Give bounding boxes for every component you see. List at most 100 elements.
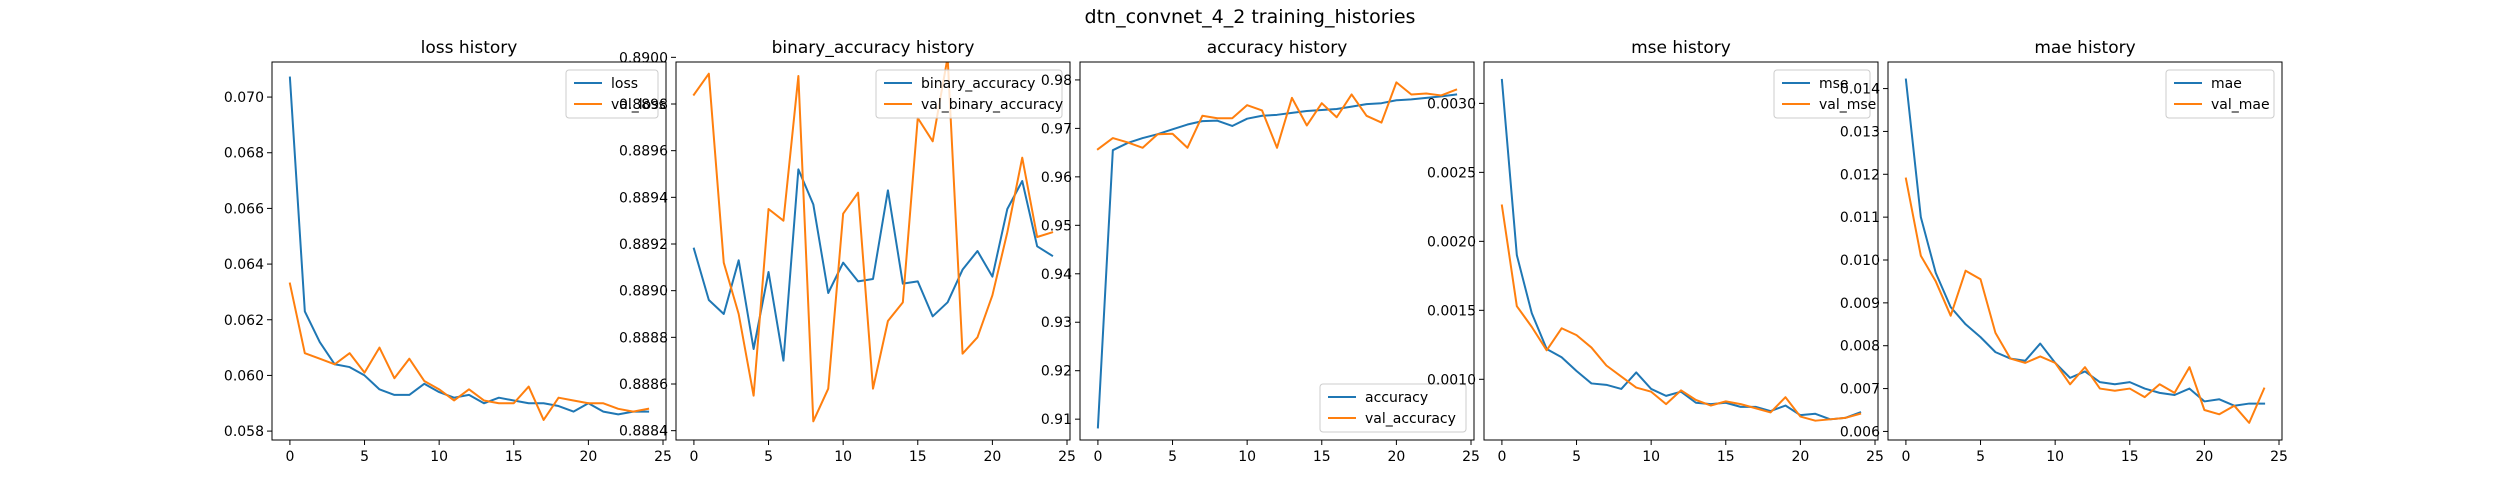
subplot-5: mae history 0 5 10 15 20 25 0.006 0.007 0.008 0.00…: [1840, 38, 2288, 465]
axes-frame: [1483, 61, 1879, 441]
legend-label-accuracy: accuracy: [1365, 390, 1428, 406]
subplot-4: mse history 0 5 10 15 20 25 0.0010 0.0015 0.0020 0…: [1427, 38, 1884, 465]
y-tick-label: 0.0025: [1427, 165, 1476, 181]
subplot-title: mse history: [1631, 38, 1731, 58]
legend: loss val_loss: [565, 69, 666, 119]
y-tick-label: 0.97: [1041, 121, 1072, 137]
y-tick-label: 0.060: [224, 368, 264, 384]
x-tick-label: 10: [2046, 449, 2064, 465]
subplot-title: loss history: [421, 38, 518, 58]
legend-label-val_binary_accuracy: val_binary_accuracy: [921, 97, 1063, 113]
y-tick-label: 0.066: [224, 201, 264, 217]
subplot-title: accuracy history: [1207, 38, 1348, 58]
y-tick-label: 0.8900: [619, 50, 668, 66]
axes-frame: [1887, 61, 2283, 441]
legend-box: [1319, 383, 1467, 433]
x-tick-label: 25: [1058, 449, 1076, 465]
y-tick-label: 0.93: [1041, 315, 1072, 331]
legend: accuracy val_accuracy: [1319, 383, 1467, 433]
x-tick-label: 15: [2121, 449, 2139, 465]
y-tick-label: 0.96: [1041, 170, 1072, 186]
x-tick-label: 25: [1866, 449, 1884, 465]
y-tick-label: 0.070: [224, 90, 264, 106]
series-line-val_loss: [288, 282, 650, 421]
subplot-title: binary_accuracy history: [772, 38, 975, 58]
legend: binary_accuracy val_binary_accuracy: [875, 69, 1063, 119]
plot-lines: [1096, 81, 1458, 429]
series-line-val_mae: [1904, 177, 2266, 424]
y-tick-label: 0.8886: [619, 377, 668, 393]
plot-lines: [692, 62, 1054, 423]
x-tick-label: 10: [1642, 449, 1660, 465]
x-tick-label: 20: [1387, 449, 1405, 465]
legend-box: [875, 69, 1063, 119]
x-tick-label: 5: [1168, 449, 1177, 465]
legend-label-mse: mse: [1819, 76, 1849, 92]
y-tick-label: 0.8898: [619, 97, 668, 113]
y-tick-label: 0.068: [224, 146, 264, 162]
x-tick-label: 25: [654, 449, 672, 465]
series-line-val_binary_accuracy: [692, 62, 1054, 423]
x-tick-label: 0: [1497, 449, 1506, 465]
x-tick-label: 0: [1901, 449, 1910, 465]
y-tick-label: 0.0015: [1427, 303, 1476, 319]
x-tick-label: 10: [834, 449, 852, 465]
y-tick-label: 0.011: [1840, 210, 1880, 226]
x-tick-label: 0: [285, 449, 294, 465]
series-line-val_mse: [1500, 204, 1862, 422]
series-line-val_accuracy: [1096, 81, 1458, 151]
x-tick-label: 20: [2195, 449, 2213, 465]
y-tick-label: 0.010: [1840, 253, 1880, 269]
x-tick-label: 20: [983, 449, 1001, 465]
y-tick-label: 0.006: [1840, 424, 1880, 440]
y-tick-label: 0.0030: [1427, 96, 1476, 112]
legend-label-mae: mae: [2211, 76, 2242, 92]
axes-frame: [675, 61, 1071, 441]
x-tick-label: 20: [1791, 449, 1809, 465]
y-tick-label: 0.8896: [619, 144, 668, 160]
subplot-3: accuracy history 0 5 10 15 20 25 0.91 0.92 0.93 0.…: [1041, 38, 1480, 465]
legend-label-val_mse: val_mse: [1819, 97, 1876, 113]
y-tick-label: 0.0020: [1427, 234, 1476, 250]
y-tick-label: 0.0010: [1427, 372, 1476, 388]
subplot-1: loss history 0 5 10 15 20 25 0.058 0.060 0.062 0.0…: [224, 38, 672, 465]
y-tick-label: 0.007: [1840, 382, 1880, 398]
figure-suptitle: dtn_convnet_4_2 training_histories: [1085, 6, 1416, 28]
y-tick-label: 0.95: [1041, 218, 1072, 234]
x-tick-label: 10: [1238, 449, 1256, 465]
legend-label-val_mae: val_mae: [2211, 97, 2270, 113]
series-line-mae: [1904, 78, 2266, 407]
legend-label-loss: loss: [611, 76, 638, 92]
plot-lines: [1500, 78, 1862, 422]
y-tick-label: 0.8884: [619, 424, 668, 440]
x-tick-label: 20: [579, 449, 597, 465]
y-tick-label: 0.009: [1840, 296, 1880, 312]
legend: mae val_mae: [2165, 69, 2275, 119]
axes-frame: [1079, 61, 1475, 441]
y-tick-label: 0.92: [1041, 364, 1072, 380]
y-tick-label: 0.91: [1041, 412, 1072, 428]
x-tick-label: 5: [1976, 449, 1985, 465]
legend-label-val_accuracy: val_accuracy: [1365, 411, 1456, 427]
y-tick-label: 0.064: [224, 257, 264, 273]
series-line-binary_accuracy: [692, 168, 1054, 362]
y-tick-label: 0.8888: [619, 330, 668, 346]
subplot-2: binary_accuracy history 0 5 10 15 20 25 0.8884 0…: [619, 38, 1076, 465]
x-tick-label: 0: [1093, 449, 1102, 465]
y-tick-label: 0.058: [224, 424, 264, 440]
x-tick-label: 15: [909, 449, 927, 465]
x-tick-label: 25: [2270, 449, 2288, 465]
x-tick-label: 5: [1572, 449, 1581, 465]
plot-lines: [1904, 78, 2266, 424]
x-tick-label: 25: [1462, 449, 1480, 465]
x-tick-label: 0: [689, 449, 698, 465]
x-tick-label: 5: [764, 449, 773, 465]
legend-label-val_loss: val_loss: [611, 97, 666, 113]
x-tick-label: 10: [430, 449, 448, 465]
x-tick-label: 5: [360, 449, 369, 465]
y-tick-label: 0.014: [1840, 82, 1880, 98]
y-tick-label: 0.8892: [619, 237, 668, 253]
y-tick-label: 0.8890: [619, 284, 668, 300]
